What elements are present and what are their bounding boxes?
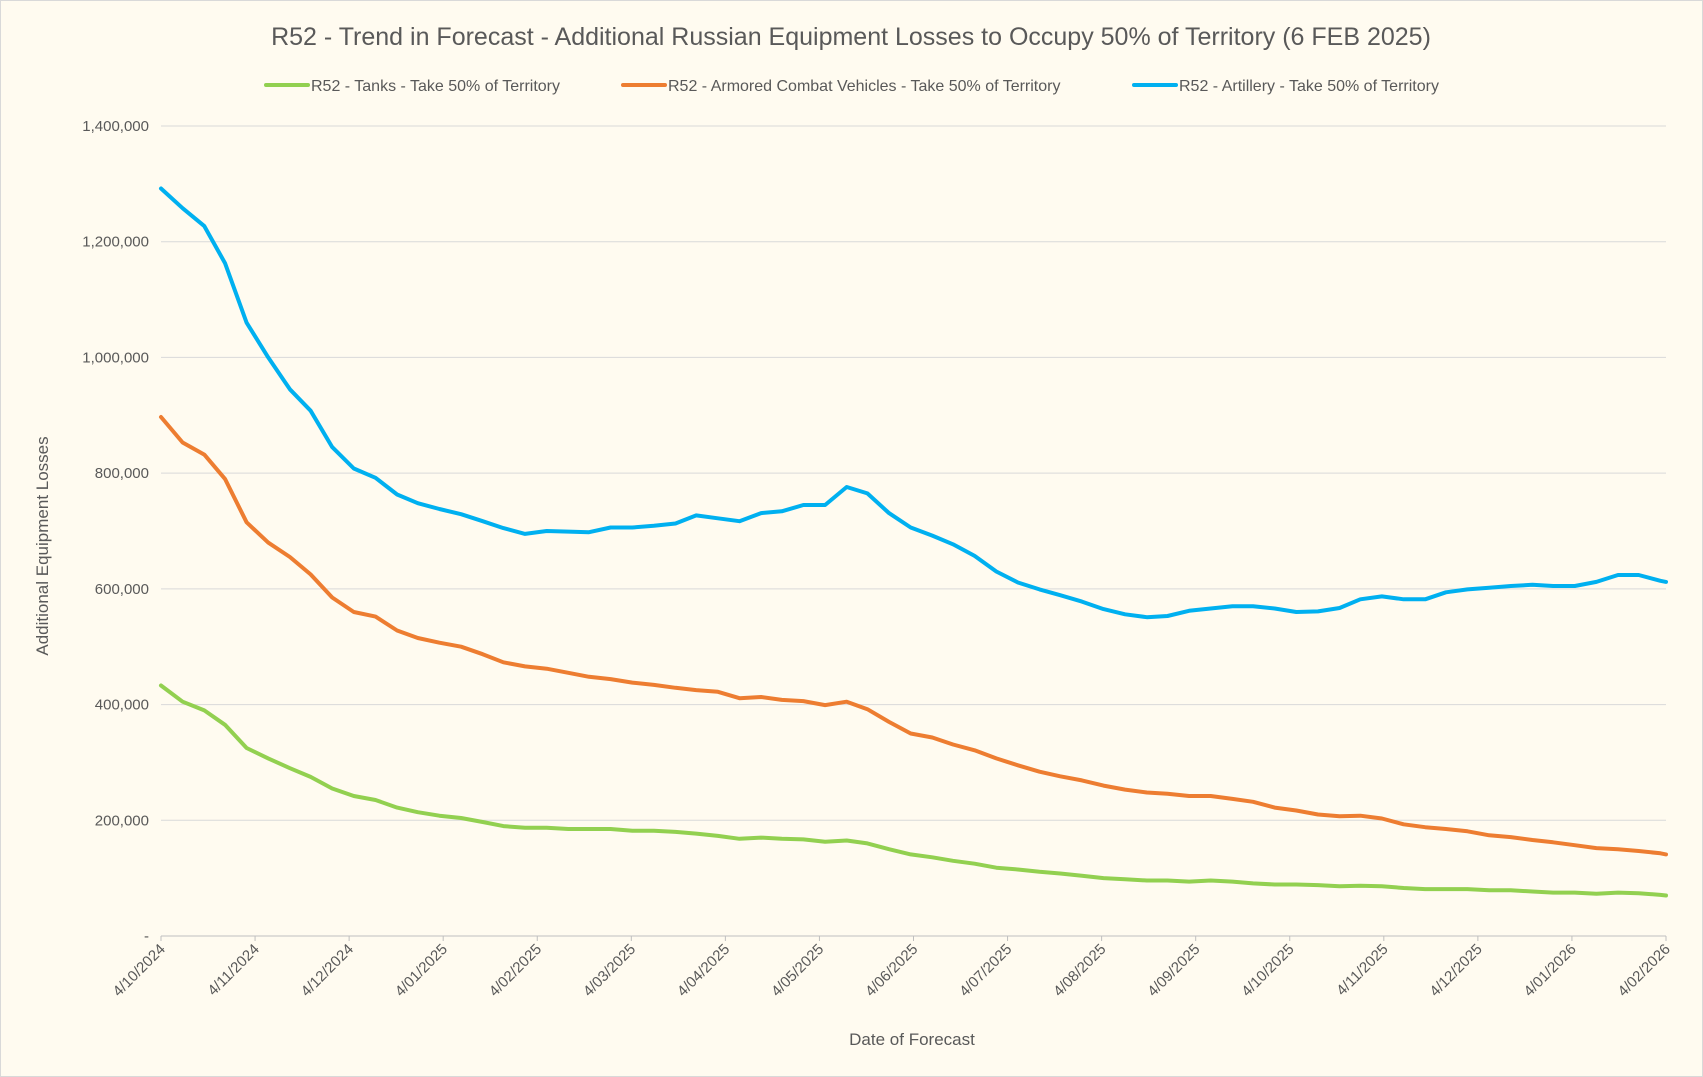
- y-tick-label: 600,000: [95, 581, 149, 598]
- y-tick-label: 800,000: [95, 465, 149, 482]
- x-tick-label: 4/05/2025: [768, 941, 827, 1000]
- x-tick-label: 4/02/2026: [1615, 941, 1674, 1000]
- x-tick-label: 4/11/2024: [204, 941, 262, 999]
- series-lines: [159, 186, 1668, 898]
- y-tick-label: 200,000: [95, 812, 149, 829]
- x-tick-label: 4/01/2026: [1521, 941, 1580, 1000]
- legend: R52 - Tanks - Take 50% of Territory R52 …: [264, 78, 1439, 95]
- x-tick-label: 4/07/2025: [956, 941, 1015, 1000]
- series-line-artillery: [159, 186, 1668, 620]
- chart-title: R52 - Trend in Forecast - Additional Rus…: [271, 23, 1431, 51]
- gridlines: [161, 125, 1666, 937]
- y-tick-label: 400,000: [95, 697, 149, 714]
- legend-label-armored: R52 - Armored Combat Vehicles - Take 50%…: [668, 78, 1060, 95]
- x-tick-label: 4/10/2025: [1238, 941, 1297, 1000]
- y-tick-label: 1,400,000: [82, 118, 149, 135]
- series-line-tanks: [159, 683, 1668, 898]
- y-axis-label: Additional Equipment Losses: [33, 436, 52, 655]
- legend-label-tanks: R52 - Tanks - Take 50% of Territory: [311, 78, 560, 95]
- y-axis-ticks: - 200,000 400,000 600,000 800,000 1,000,000 1,…: [82, 118, 149, 945]
- x-tick-label: 4/12/2024: [298, 941, 357, 1000]
- x-tick-label: 4/12/2025: [1426, 941, 1485, 1000]
- x-axis-ticks: 4/10/2024 4/11/2024 4/12/2024 4/01/2025 4/02…: [110, 936, 1674, 1000]
- x-tick-label: 4/03/2025: [580, 941, 639, 1000]
- x-tick-label: 4/01/2025: [392, 941, 451, 1000]
- x-tick-label: 4/11/2025: [1333, 941, 1391, 999]
- x-tick-label: 4/09/2025: [1144, 941, 1203, 1000]
- x-tick-label: 4/10/2024: [110, 941, 169, 1000]
- legend-label-artillery: R52 - Artillery - Take 50% of Territory: [1179, 78, 1439, 95]
- y-tick-label: 1,000,000: [82, 349, 149, 366]
- x-axis-label: Date of Forecast: [849, 1030, 975, 1049]
- x-tick-label: 4/04/2025: [674, 941, 733, 1000]
- series-line-armored: [159, 415, 1668, 857]
- x-tick-label: 4/06/2025: [862, 941, 921, 1000]
- y-tick-label: -: [144, 928, 149, 945]
- x-tick-label: 4/02/2025: [486, 941, 545, 1000]
- x-tick-label: 4/08/2025: [1050, 941, 1109, 1000]
- y-tick-label: 1,200,000: [82, 234, 149, 251]
